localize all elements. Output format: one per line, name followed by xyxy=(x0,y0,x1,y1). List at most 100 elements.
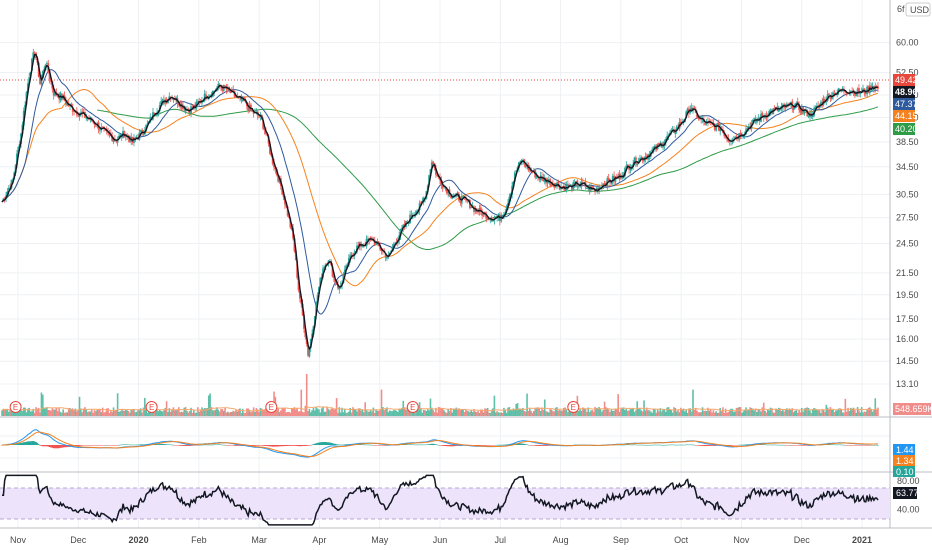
volume-bar xyxy=(82,408,85,416)
macd-bar xyxy=(784,445,787,446)
candle-body xyxy=(704,123,707,125)
macd-bar xyxy=(526,444,528,446)
volume-bar xyxy=(58,407,60,416)
value-tag xyxy=(893,74,915,86)
rsi-tag xyxy=(893,487,917,499)
candle-body xyxy=(470,207,473,209)
candle-body xyxy=(505,206,508,212)
macd-bar xyxy=(178,445,180,446)
volume-bar xyxy=(587,407,590,416)
macd-bar xyxy=(436,444,439,446)
macd-bar xyxy=(85,445,88,446)
volume-bar xyxy=(301,411,304,416)
candle-body xyxy=(629,168,632,171)
volume-bar xyxy=(742,411,745,416)
volume-bar xyxy=(361,409,364,416)
volume-bar xyxy=(514,409,516,416)
macd-bar xyxy=(652,444,655,446)
value-tag-text: 47.37 xyxy=(895,99,918,109)
volume-bar xyxy=(205,408,207,416)
volume-bar xyxy=(414,412,417,416)
macd-bar xyxy=(741,444,743,446)
macd-bar xyxy=(116,445,119,446)
candle-body xyxy=(573,183,576,184)
macd-bar xyxy=(304,445,307,446)
volume-bar xyxy=(484,408,486,416)
macd-bar xyxy=(16,443,18,445)
macd-bar xyxy=(694,445,697,446)
macd-bar xyxy=(323,442,326,445)
candle-body xyxy=(477,210,479,213)
candle-body xyxy=(26,83,29,93)
macd-bar xyxy=(645,444,648,446)
candle-body xyxy=(146,122,149,124)
volume-bar xyxy=(262,409,264,416)
candle-body xyxy=(528,169,531,170)
candle-body xyxy=(213,90,216,92)
macd-bar xyxy=(274,445,277,447)
currency-badge[interactable] xyxy=(905,2,931,17)
volume-bar xyxy=(875,409,878,416)
candle-body xyxy=(553,184,556,188)
macd-bar xyxy=(410,444,413,445)
candle-body xyxy=(258,116,260,118)
volume-bar xyxy=(790,409,792,416)
macd-bar xyxy=(46,445,48,447)
macd-bar xyxy=(191,445,194,446)
candle-body xyxy=(108,133,111,135)
volume-bar xyxy=(700,412,702,416)
volume-bar xyxy=(663,408,666,416)
macd-bar xyxy=(133,444,135,446)
volume-bar xyxy=(186,410,188,416)
volume-bar xyxy=(100,412,103,416)
time-tick-label: Dec xyxy=(794,535,811,545)
volume-bar xyxy=(690,411,693,416)
macd-bar xyxy=(699,445,701,446)
volume-bar xyxy=(840,408,843,416)
candle-body xyxy=(845,92,848,94)
candle-body xyxy=(445,188,448,193)
volume-bar xyxy=(870,409,872,416)
volume-bar xyxy=(818,410,821,416)
volume-bar xyxy=(101,407,104,416)
volume-bar xyxy=(713,412,716,416)
macd-bar xyxy=(164,444,167,445)
macd-bar xyxy=(783,444,785,446)
macd-bar xyxy=(339,444,342,446)
time-tick-label: May xyxy=(371,535,389,545)
time-tick-label: Jun xyxy=(433,535,448,545)
volume-bar xyxy=(241,408,244,416)
macd-bar xyxy=(692,444,694,446)
candle-body xyxy=(435,168,437,175)
volume-bar xyxy=(829,407,832,416)
candle-body xyxy=(856,88,859,94)
macd-bar xyxy=(65,445,67,448)
volume-bar xyxy=(139,408,142,416)
volume-bar xyxy=(158,409,161,416)
time-axis[interactable]: Nov Dec 2020 Feb Mar Apr May Jun Jul Aug Sep Oct Nov… xyxy=(10,535,872,545)
macd-bar xyxy=(862,445,864,446)
macd-bar xyxy=(227,445,229,446)
macd-bar xyxy=(123,444,126,446)
volume-bar xyxy=(395,410,398,416)
candle-body xyxy=(736,138,739,140)
macd-bar xyxy=(486,445,489,446)
volume-bar xyxy=(254,411,256,416)
macd-bar xyxy=(278,445,281,447)
candle-body xyxy=(357,245,360,247)
macd-bar xyxy=(528,445,531,446)
candle-body xyxy=(451,196,454,199)
candle-body xyxy=(547,179,550,181)
volume-bar xyxy=(251,411,254,416)
volume-bar xyxy=(701,407,704,416)
volume-bar xyxy=(42,394,44,416)
volume-bar xyxy=(3,409,6,416)
macd-bar xyxy=(773,444,776,446)
candle-body xyxy=(386,256,388,259)
macd-bar xyxy=(833,444,836,446)
candle-body xyxy=(28,77,31,84)
candle-body xyxy=(492,219,494,222)
volume-bar xyxy=(809,410,811,416)
candle-body xyxy=(77,115,80,117)
